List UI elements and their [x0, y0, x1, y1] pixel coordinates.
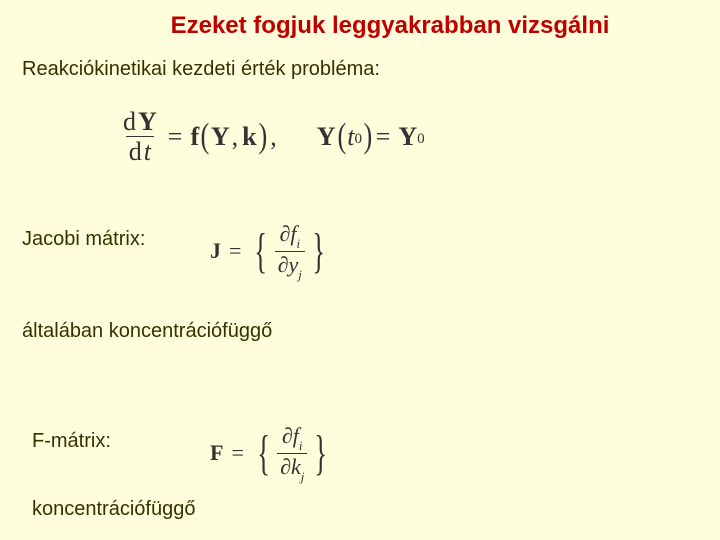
sym-Y-arg: Y	[211, 122, 230, 152]
heading-ivp: Reakciókinetikai kezdeti érték probléma:	[22, 58, 380, 81]
heading-jacobi: Jacobi mátrix:	[22, 228, 145, 251]
heading-fmatrix: F-mátrix:	[32, 430, 111, 453]
sym-k: k	[242, 122, 256, 152]
sym-f: f	[190, 122, 199, 152]
partial-3: ∂	[282, 423, 293, 448]
sym-Y0: Y	[398, 122, 417, 152]
sym-Y: Y	[138, 107, 157, 136]
comma-2: ,	[268, 122, 281, 152]
partial-1: ∂	[279, 221, 290, 246]
sym-fi2: f	[293, 423, 299, 448]
sym-yj: y	[289, 252, 299, 277]
sym-equals: =	[168, 122, 183, 152]
sym-J: J	[210, 238, 221, 264]
fraction-fmatrix: ∂fi ∂kj	[277, 424, 307, 483]
lparen-2: (	[337, 116, 346, 156]
lbrace-F: {	[257, 432, 270, 476]
comma-1: ,	[230, 122, 243, 152]
slide: Ezeket fogjuk leggyakrabban vizsgálni Re…	[0, 0, 720, 540]
sub-i: i	[296, 237, 300, 251]
sym-equals-4: =	[231, 440, 243, 466]
equation-jacobi: J = { ∂fi ∂yj }	[210, 222, 330, 281]
sym-F: F	[210, 440, 223, 466]
partial-4: ∂	[280, 454, 291, 479]
rbrace-J: }	[312, 230, 325, 274]
rparen-2: )	[363, 116, 372, 156]
lparen-1: (	[201, 116, 210, 156]
heading-concentration-2: koncentrációfüggő	[32, 498, 195, 521]
fraction-jacobi: ∂fi ∂yj	[275, 222, 305, 281]
heading-concentration: általában koncentrációfüggő	[22, 320, 272, 343]
lbrace-J: {	[255, 230, 268, 274]
sub-i2: i	[299, 439, 303, 453]
equation-ivp: dY dt = f ( Y , k ) , Y ( t0 ) = Y0	[120, 108, 425, 166]
sym-Y-ic: Y	[317, 122, 336, 152]
sym-kj: k	[291, 454, 301, 479]
sym-d: d	[123, 107, 136, 136]
rbrace-F: }	[315, 432, 328, 476]
sym-d2: d	[129, 137, 142, 166]
matrix-F: { ∂fi ∂kj }	[252, 424, 333, 483]
sym-t: t	[144, 137, 151, 166]
sub-j2: j	[301, 470, 305, 484]
sym-t0: t	[347, 122, 354, 152]
matrix-J: { ∂fi ∂yj }	[249, 222, 330, 281]
fraction-dy-dt: dY dt	[120, 108, 160, 166]
rparen-1: )	[258, 116, 267, 156]
sym-equals-2: =	[376, 122, 391, 152]
sym-equals-3: =	[229, 238, 241, 264]
sub-zero-t: 0	[354, 131, 362, 148]
sub-j: j	[298, 268, 302, 282]
equation-fmatrix: F = { ∂fi ∂kj }	[210, 424, 333, 483]
partial-2: ∂	[278, 252, 289, 277]
slide-title: Ezeket fogjuk leggyakrabban vizsgálni	[0, 12, 720, 40]
sub-zero-Y: 0	[417, 131, 425, 148]
